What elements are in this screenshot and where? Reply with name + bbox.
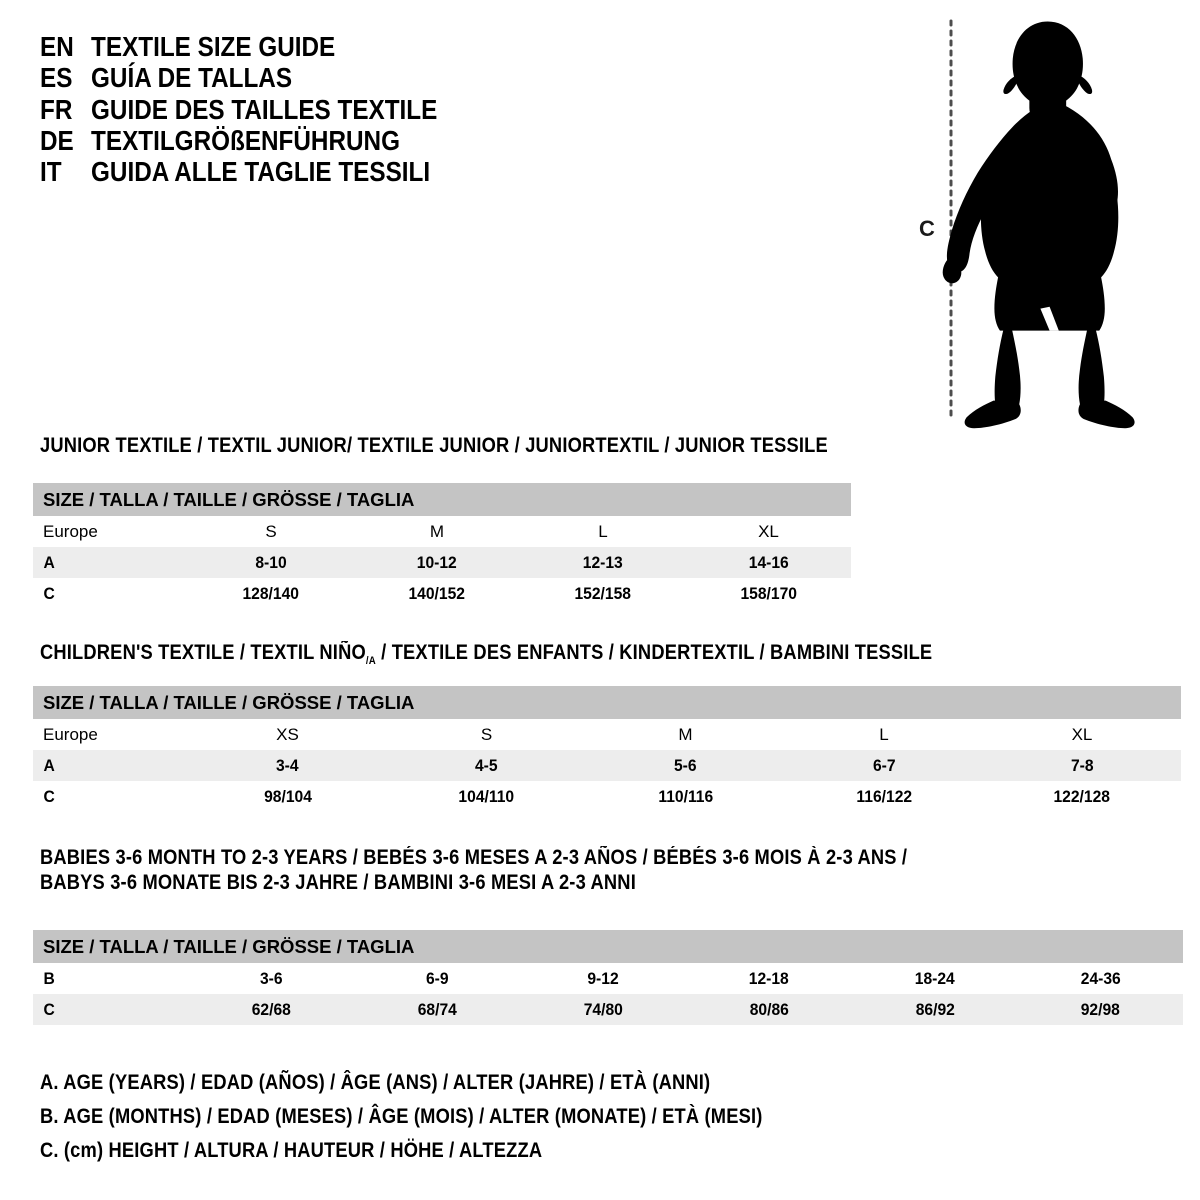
svg-text:C: C [919, 216, 935, 241]
